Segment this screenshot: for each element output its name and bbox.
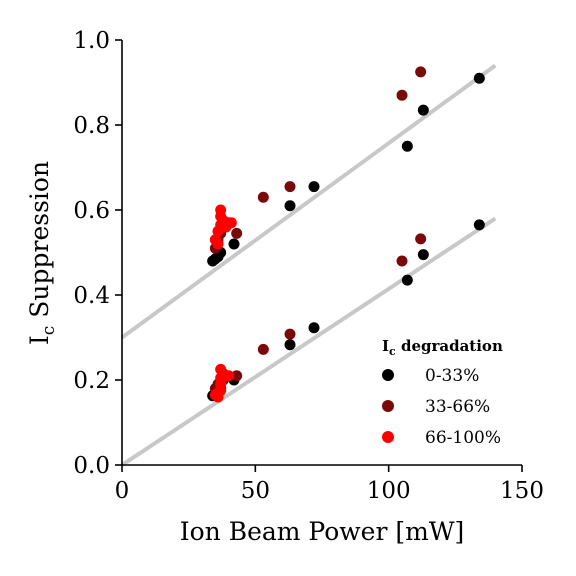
data-point xyxy=(231,370,243,382)
legend-label: 33-66% xyxy=(425,397,490,417)
y-axis-title: Ic Suppression xyxy=(25,161,59,345)
data-point xyxy=(417,104,429,116)
x-tick-label: 0 xyxy=(115,478,130,504)
data-point xyxy=(284,200,296,212)
y-tick-label: 0.0 xyxy=(73,453,110,479)
data-point xyxy=(284,181,296,193)
x-axis-title: Ion Beam Power [mW] xyxy=(180,517,465,546)
y-tick-label: 0.6 xyxy=(73,198,110,224)
y-tick-label: 0.4 xyxy=(73,283,110,309)
fit-lines xyxy=(120,63,497,467)
data-point xyxy=(257,343,269,355)
data-point xyxy=(415,66,427,78)
y-tick-label: 1.0 xyxy=(73,28,110,54)
legend-marker xyxy=(382,369,394,381)
data-point xyxy=(415,233,427,245)
y-tick-label: 0.8 xyxy=(73,113,110,139)
data-points xyxy=(207,66,485,403)
data-point xyxy=(284,339,296,351)
x-tick-label: 100 xyxy=(367,478,411,504)
legend-marker xyxy=(382,400,394,412)
data-point xyxy=(396,255,408,267)
data-point xyxy=(308,322,320,334)
data-point xyxy=(223,370,235,382)
data-point xyxy=(228,238,240,250)
legend-title: Ic degradation xyxy=(382,337,503,358)
legend-label: 0-33% xyxy=(425,366,479,386)
data-point xyxy=(215,204,227,216)
data-point xyxy=(225,217,237,229)
x-tick-label: 50 xyxy=(241,478,270,504)
y-tick-label: 0.2 xyxy=(73,368,110,394)
data-point xyxy=(212,238,224,250)
data-point xyxy=(231,227,243,239)
data-point xyxy=(473,219,485,231)
data-point xyxy=(401,274,413,286)
data-point xyxy=(396,89,408,101)
data-point xyxy=(284,328,296,340)
data-point xyxy=(308,181,320,193)
data-point xyxy=(212,391,224,403)
fit-line xyxy=(120,216,497,467)
legend: Ic degradation 0-33% 33-66% 66-100% xyxy=(382,337,503,448)
data-point xyxy=(417,249,429,261)
legend-marker xyxy=(382,431,394,443)
x-tick-label: 150 xyxy=(500,478,544,504)
data-point xyxy=(257,191,269,203)
data-point xyxy=(401,140,413,152)
legend-label: 66-100% xyxy=(425,428,501,448)
data-point xyxy=(473,72,485,84)
axis-ticks: 0 50 100 150 0.0 0.2 0.4 0.6 0.8 1.0 xyxy=(73,28,544,504)
fit-line xyxy=(120,63,497,340)
legend-entries: 0-33% 33-66% 66-100% xyxy=(382,366,501,448)
